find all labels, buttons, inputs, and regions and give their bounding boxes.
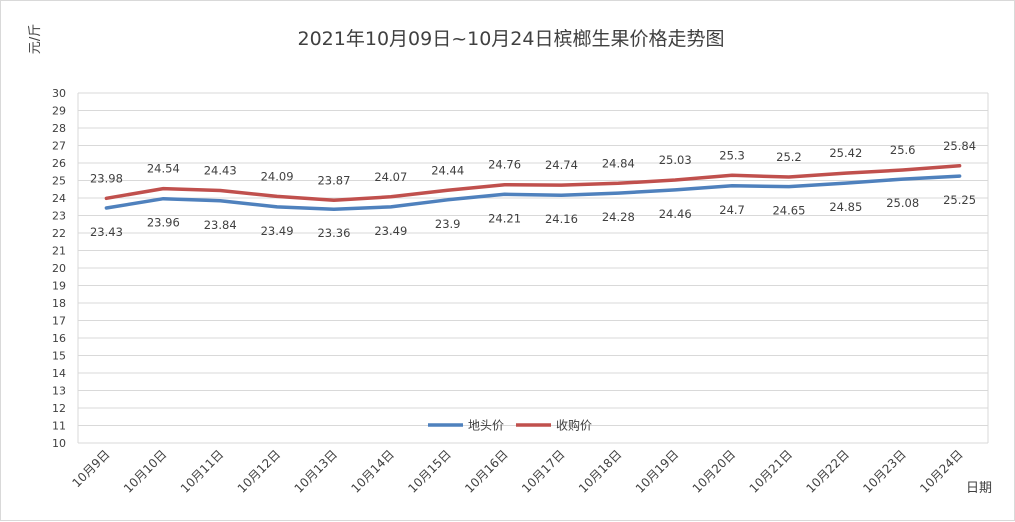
- y-tick-label: 20: [52, 262, 66, 275]
- x-tick-label: 10月13日: [292, 447, 340, 495]
- x-tick-label: 10月17日: [519, 447, 567, 495]
- data-label: 25.84: [943, 139, 976, 153]
- y-tick-label: 30: [52, 87, 66, 100]
- x-tick-label: 10月22日: [803, 447, 851, 495]
- x-tick-label: 10月19日: [633, 447, 681, 495]
- gridlines: [77, 92, 989, 444]
- data-label: 23.9: [435, 217, 461, 231]
- y-axis-ticks: 10 11 12 13 14 15 16 17 18 19 20 21 22 23 24 25 26 27 28 29…: [52, 87, 66, 450]
- data-label: 24.65: [772, 204, 805, 218]
- legend: 地头价 收购价: [428, 418, 592, 433]
- data-label: 23.36: [317, 226, 350, 240]
- data-label: 23.98: [90, 171, 123, 185]
- x-tick-label: 10月23日: [860, 447, 908, 495]
- data-label: 23.87: [317, 173, 350, 187]
- data-labels: 23.43 23.96 23.84 23.49 23.36 23.49 23.9 24.21 2…: [90, 139, 976, 240]
- data-label: 24.44: [431, 163, 464, 177]
- data-label: 25.25: [943, 193, 976, 207]
- x-tick-label: 10月11日: [178, 447, 226, 495]
- data-label: 24.09: [261, 169, 294, 183]
- series-line-0: [104, 174, 962, 211]
- x-tick-label: 10月14日: [348, 447, 396, 495]
- y-tick-label: 25: [52, 175, 66, 188]
- x-tick-label: 10月16日: [462, 447, 510, 495]
- y-tick-label: 12: [52, 402, 66, 415]
- x-axis-label: 日期: [966, 481, 992, 496]
- data-label: 25.42: [829, 146, 862, 160]
- data-label: 24.74: [545, 158, 578, 172]
- legend-label-1: 收购价: [556, 418, 592, 433]
- data-label: 25.3: [719, 148, 745, 162]
- data-label: 24.54: [147, 162, 180, 176]
- data-label: 25.03: [659, 153, 692, 167]
- y-tick-label: 29: [52, 105, 66, 118]
- data-label: 23.43: [90, 225, 123, 239]
- y-tick-label: 10: [52, 437, 66, 450]
- y-axis-label: 元/斤: [28, 24, 43, 54]
- x-tick-label: 10月10日: [121, 447, 169, 495]
- y-tick-label: 11: [52, 420, 66, 433]
- data-label: 24.7: [719, 203, 745, 217]
- x-tick-label: 10月24日: [917, 447, 965, 495]
- series-lines: [104, 164, 962, 211]
- series-line-1: [104, 164, 962, 203]
- data-label: 25.08: [886, 196, 919, 210]
- data-label: 24.46: [659, 207, 692, 221]
- data-label: 23.96: [147, 216, 180, 230]
- x-tick-label: 10月18日: [576, 447, 624, 495]
- data-label: 24.76: [488, 158, 521, 172]
- x-tick-label: 10月15日: [405, 447, 453, 495]
- data-label: 24.07: [374, 170, 407, 184]
- data-label: 24.16: [545, 212, 578, 226]
- y-tick-label: 27: [52, 140, 66, 153]
- y-tick-label: 15: [52, 350, 66, 363]
- y-tick-label: 19: [52, 280, 66, 293]
- data-label: 24.43: [204, 163, 237, 177]
- y-tick-label: 16: [52, 332, 66, 345]
- data-label: 23.84: [204, 218, 237, 232]
- y-tick-label: 14: [52, 367, 66, 380]
- y-tick-label: 23: [52, 210, 66, 223]
- legend-label-0: 地头价: [468, 419, 504, 433]
- x-tick-label: 10月20日: [690, 447, 738, 495]
- y-tick-label: 28: [52, 122, 66, 135]
- chart-title: 2021年10月09日~10月24日槟榔生果价格走势图: [298, 28, 725, 50]
- data-label: 25.6: [890, 143, 916, 157]
- data-label: 24.84: [602, 156, 635, 170]
- x-tick-label: 10月9日: [69, 447, 112, 490]
- x-tick-label: 10月12日: [235, 447, 283, 495]
- x-axis-ticks: 10月9日 10月10日 10月11日 10月12日 10月13日 10月14日 10月15…: [69, 447, 965, 495]
- y-tick-label: 21: [52, 245, 66, 258]
- y-tick-label: 17: [52, 315, 66, 328]
- data-label: 23.49: [261, 224, 294, 238]
- y-tick-label: 18: [52, 297, 66, 310]
- y-tick-label: 13: [52, 385, 66, 398]
- x-tick-label: 10月21日: [747, 447, 795, 495]
- data-label: 23.49: [374, 224, 407, 238]
- data-label: 25.2: [776, 150, 802, 164]
- data-label: 24.21: [488, 211, 521, 225]
- y-tick-label: 24: [52, 192, 66, 205]
- data-label: 24.28: [602, 210, 635, 224]
- data-label: 24.85: [829, 200, 862, 214]
- y-tick-label: 22: [52, 227, 66, 240]
- y-tick-label: 26: [52, 157, 66, 170]
